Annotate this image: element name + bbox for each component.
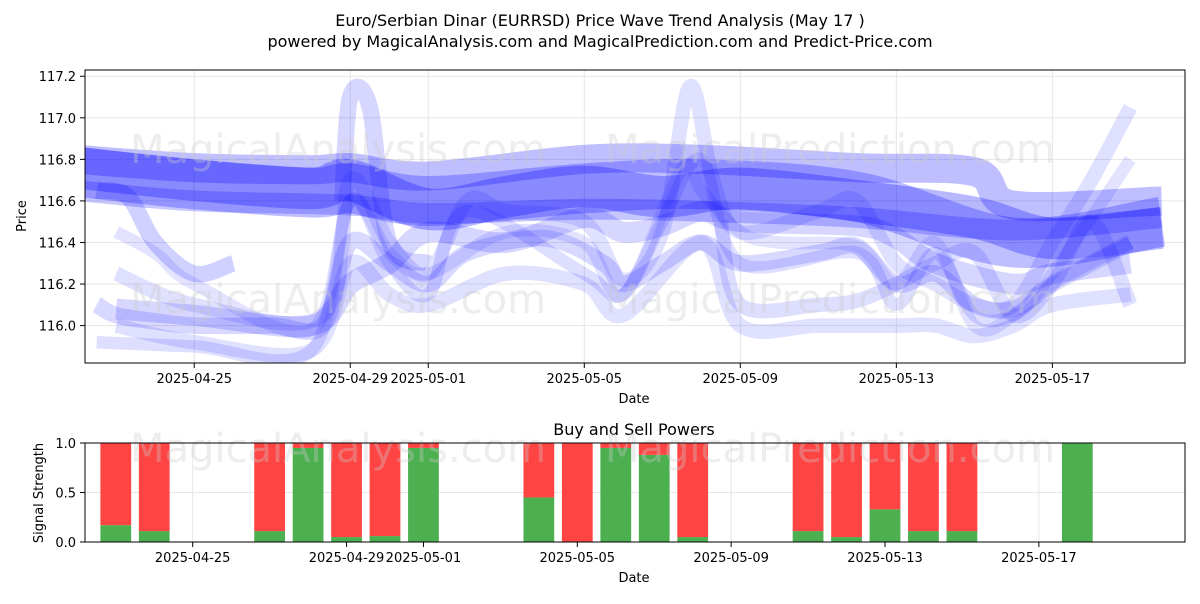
buy-bar xyxy=(638,454,670,542)
price-x-axis-label: Date xyxy=(618,392,649,407)
buy-bar xyxy=(869,509,901,542)
price-wave-bands xyxy=(85,78,1166,363)
sell-bar xyxy=(561,443,593,542)
price-wave-band xyxy=(114,235,1132,363)
watermark-bottom-right: MagicalPrediction.com xyxy=(605,426,1055,472)
sell-bar xyxy=(638,443,670,455)
price-x-tick-label: 2025-05-05 xyxy=(547,372,623,387)
sell-bar xyxy=(831,443,862,538)
price-ticks: 2025-04-25 2025-04-29 2025-05-01 2025-05-05… xyxy=(39,70,1090,387)
price-y-axis-label: Price xyxy=(15,200,30,232)
sell-bar xyxy=(600,443,632,448)
price-wave-band xyxy=(115,200,1132,338)
price-wave-band xyxy=(85,147,1166,268)
buy-bar xyxy=(369,536,401,542)
watermark-mid-left: MagicalAnalysis.com xyxy=(130,277,546,323)
price-wave-band xyxy=(113,79,1137,331)
price-x-tick-label: 2025-05-17 xyxy=(1015,372,1091,387)
sell-bar xyxy=(908,443,939,532)
buy-bar xyxy=(408,447,439,542)
buy-bar xyxy=(1061,443,1093,542)
powers-x-tick-label: 2025-05-17 xyxy=(1001,551,1077,566)
price-y-tick-label: 116.8 xyxy=(39,153,76,168)
sell-bar xyxy=(254,443,285,532)
buy-bar xyxy=(908,531,939,542)
price-wave-band xyxy=(85,143,1163,222)
buy-bar xyxy=(331,537,362,542)
price-y-tick-label: 116.0 xyxy=(39,320,76,335)
price-x-tick-label: 2025-05-09 xyxy=(703,372,779,387)
powers-x-axis-label: Date xyxy=(618,571,649,586)
buy-bar xyxy=(292,447,324,542)
price-wave-band xyxy=(92,229,1135,340)
powers-y-tick-label: 0.0 xyxy=(55,536,76,551)
price-wave-band xyxy=(113,155,1136,339)
price-x-tick-label: 2025-05-01 xyxy=(390,372,466,387)
buy-bar xyxy=(831,537,862,542)
powers-x-tick-label: 2025-05-09 xyxy=(693,551,769,566)
watermark-top-left: MagicalAnalysis.com xyxy=(130,127,546,173)
price-wave-band xyxy=(94,182,236,283)
watermark-mid-right: MagicalPrediction.com xyxy=(605,277,1055,323)
price-x-tick-label: 2025-04-25 xyxy=(156,372,232,387)
price-axes-frame xyxy=(84,69,1186,364)
price-wave-band xyxy=(713,214,1138,324)
price-wave-band xyxy=(334,78,433,272)
sell-bar xyxy=(523,443,555,498)
watermark-bottom-left: MagicalAnalysis.com xyxy=(130,426,546,472)
watermark-top-right: MagicalPrediction.com xyxy=(605,127,1055,173)
price-grid xyxy=(85,70,1185,363)
powers-y-tick-label: 0.5 xyxy=(55,487,76,502)
price-y-tick-label: 116.2 xyxy=(39,278,76,293)
buy-bar xyxy=(600,447,632,542)
sell-bar xyxy=(369,443,401,537)
chart-title: Euro/Serbian Dinar (EURRSD) Price Wave T… xyxy=(335,11,864,30)
price-x-tick-label: 2025-05-13 xyxy=(859,372,935,387)
buy-bar xyxy=(138,531,170,542)
powers-x-tick-label: 2025-05-01 xyxy=(386,551,462,566)
sell-bar xyxy=(869,443,901,510)
price-y-tick-label: 116.4 xyxy=(39,236,76,251)
sell-bar xyxy=(100,443,132,526)
powers-x-tick-label: 2025-05-13 xyxy=(847,551,923,566)
price-wave-band xyxy=(85,147,1164,260)
sell-bar xyxy=(677,443,709,538)
sell-bar xyxy=(138,443,170,532)
powers-bars xyxy=(100,443,1093,542)
powers-x-tick-label: 2025-04-25 xyxy=(155,551,231,566)
price-y-tick-label: 116.6 xyxy=(39,195,76,210)
buy-bar xyxy=(100,525,132,542)
buy-bar xyxy=(523,497,555,542)
buy-bar xyxy=(946,531,978,542)
powers-y-axis-label: Signal Strength xyxy=(32,443,47,543)
chart-subtitle: powered by MagicalAnalysis.com and Magic… xyxy=(267,32,932,51)
sell-bar xyxy=(331,443,362,538)
sell-bar xyxy=(946,443,978,532)
price-wave-band xyxy=(85,180,1163,241)
powers-x-tick-label: 2025-05-05 xyxy=(540,551,616,566)
price-wave-band xyxy=(96,152,1134,363)
powers-ticks: 2025-04-25 2025-04-29 2025-05-01 2025-05-05… xyxy=(55,437,1076,566)
powers-title: Buy and Sell Powers xyxy=(553,420,715,439)
sell-bar xyxy=(408,443,439,448)
sell-bar xyxy=(792,443,824,532)
price-x-tick-label: 2025-04-29 xyxy=(312,372,388,387)
price-y-tick-label: 117.0 xyxy=(39,112,76,127)
buy-bar xyxy=(677,537,709,542)
powers-x-tick-label: 2025-04-29 xyxy=(309,551,385,566)
price-y-tick-label: 117.2 xyxy=(39,70,76,85)
sell-bar xyxy=(292,443,324,448)
powers-y-tick-label: 1.0 xyxy=(55,437,76,452)
buy-bar xyxy=(792,531,824,542)
buy-bar xyxy=(254,531,285,542)
